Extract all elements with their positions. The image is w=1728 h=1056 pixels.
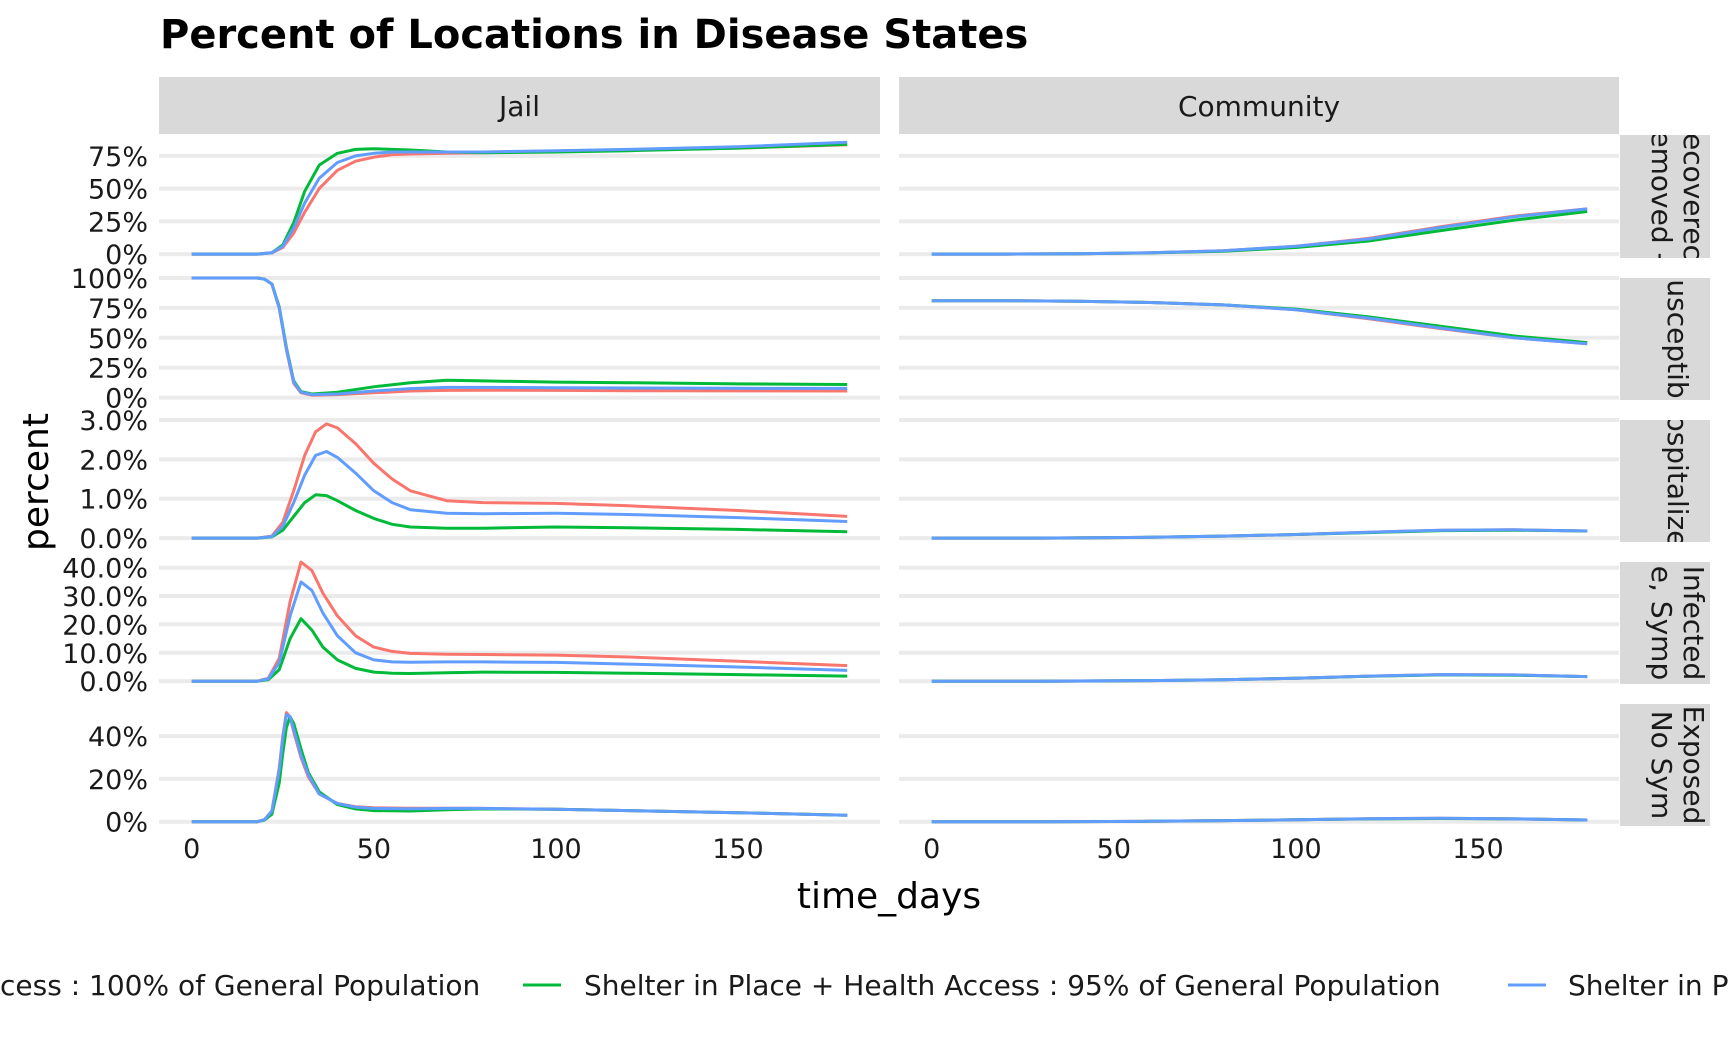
y-tick-label: 40%	[88, 722, 148, 753]
y-tick-label: 20%	[88, 765, 148, 796]
y-tick-label: 20.0%	[62, 610, 148, 641]
row-strip	[1620, 704, 1710, 826]
row-strip-label: Exposed	[1677, 706, 1710, 825]
series-line	[191, 711, 848, 824]
x-tick-label: 50	[1097, 834, 1131, 865]
facet-strip-community	[899, 77, 1619, 134]
row-strip-label: usceptib	[1661, 279, 1694, 398]
facet-strip-label: Community	[1178, 90, 1340, 123]
legend: cess : 100% of General Population Shelter…	[0, 969, 1728, 1002]
y-tick-label: 75%	[88, 294, 148, 325]
y-tick-label: 75%	[88, 142, 148, 173]
y-tick-label: 100%	[71, 264, 148, 295]
series-line	[191, 617, 848, 683]
y-tick-label: 1.0%	[79, 485, 148, 516]
x-tick-label: 0	[183, 834, 200, 865]
x-axis-label: time_days	[797, 876, 981, 917]
series-line	[931, 299, 1588, 346]
y-tick-label: 30.0%	[62, 582, 148, 613]
y-tick-label: 25%	[88, 354, 148, 385]
y-tick-label: 40.0%	[62, 554, 148, 585]
series-line	[931, 207, 1588, 256]
facet-strip-jail	[159, 77, 880, 134]
y-tick-label: 50%	[88, 324, 148, 355]
y-tick-label: 50%	[88, 175, 148, 206]
series-line	[931, 528, 1588, 540]
row-strip-label: e, Symp	[1645, 566, 1678, 680]
series-line	[191, 715, 848, 824]
chart-title: Percent of Locations in Disease States	[160, 12, 1028, 58]
y-tick-label: 0%	[105, 240, 148, 271]
y-tick-label: 0%	[105, 384, 148, 415]
row-strip	[1620, 278, 1710, 400]
x-tick-label: 100	[1270, 834, 1322, 865]
row-strip-label: emoved -	[1645, 130, 1678, 262]
row-strip-label: Infected	[1677, 566, 1710, 680]
series-line	[191, 580, 848, 683]
series-line	[931, 816, 1588, 824]
legend-label: Shelter in Place + Health Access : 95% o…	[584, 969, 1441, 1002]
y-tick-label: 10.0%	[62, 639, 148, 670]
y-axis-label: percent	[16, 413, 57, 551]
series-line	[191, 450, 848, 540]
x-tick-label: 150	[712, 834, 764, 865]
row-strip-label: ecoverec	[1677, 133, 1710, 260]
series-line	[191, 713, 848, 824]
y-tick-label: 0.0%	[79, 667, 148, 698]
series-line	[191, 276, 848, 397]
legend-label: Shelter in P	[1568, 969, 1728, 1002]
x-tick-label: 100	[530, 834, 582, 865]
row-strip-label: No Sym	[1645, 711, 1678, 820]
facet-strip-label: Jail	[497, 90, 540, 123]
y-tick-label: 0.0%	[79, 524, 148, 555]
series-line	[191, 493, 848, 540]
row-strip-text-group: usceptib	[1661, 279, 1694, 398]
x-tick-label: 50	[357, 834, 391, 865]
y-tick-label: 3.0%	[79, 406, 148, 437]
legend-label: cess : 100% of General Population	[0, 969, 480, 1002]
series-line	[191, 143, 848, 256]
y-tick-label: 2.0%	[79, 445, 148, 476]
series-line	[931, 673, 1588, 683]
row-strip	[1620, 135, 1710, 258]
series-line	[191, 422, 848, 540]
y-tick-label: 0%	[105, 808, 148, 839]
row-strip	[1620, 562, 1710, 684]
x-tick-label: 0	[923, 834, 940, 865]
x-tick-label: 150	[1452, 834, 1504, 865]
y-tick-label: 25%	[88, 207, 148, 238]
row-strip	[1620, 420, 1710, 542]
series-line	[191, 140, 848, 256]
row-strip-label: ospitalize	[1661, 415, 1694, 548]
row-strip-text-group: ospitalize	[1661, 415, 1694, 548]
